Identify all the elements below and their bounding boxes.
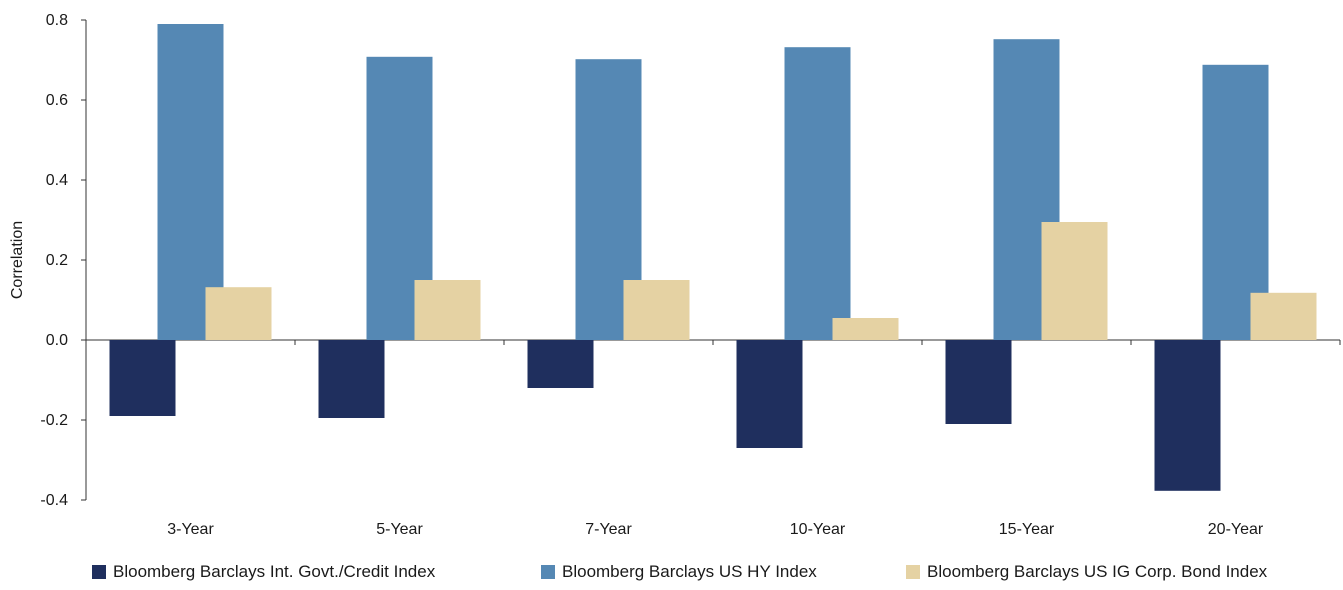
bar: [1250, 292, 1317, 340]
y-tick-label: 0.8: [46, 12, 68, 29]
bar: [527, 340, 594, 388]
bar: [205, 287, 272, 340]
legend-item-us-ig-corp: Bloomberg Barclays US IG Corp. Bond Inde…: [906, 562, 1267, 582]
bar: [623, 280, 690, 340]
y-tick-label: -0.4: [40, 492, 68, 509]
legend-swatch: [92, 565, 106, 579]
y-tick-label: 0.4: [46, 172, 68, 189]
bar: [832, 318, 899, 340]
bar: [945, 340, 1012, 424]
legend-label: Bloomberg Barclays Int. Govt./Credit Ind…: [113, 562, 436, 581]
legend-label: Bloomberg Barclays US IG Corp. Bond Inde…: [927, 562, 1268, 581]
x-tick-label: 7-Year: [585, 521, 632, 538]
legend-item-us-hy: Bloomberg Barclays US HY Index: [541, 562, 817, 582]
y-tick-label: 0.2: [46, 252, 68, 269]
bar: [784, 47, 851, 340]
bar-chart: 0.8 0.6 0.4 0.2 0.0 -0.2 -0.4 3-Year 5-Year 7-Yea…: [9, 12, 1341, 538]
bar: [1041, 222, 1108, 340]
y-axis-title: Correlation: [9, 221, 26, 299]
legend-swatch: [541, 565, 555, 579]
bar: [736, 340, 803, 448]
axes: 0.8 0.6 0.4 0.2 0.0 -0.2 -0.4 3-Year 5-Year 7-Yea…: [40, 12, 1341, 538]
x-tick-label: 10-Year: [790, 521, 846, 538]
y-tick-label: -0.2: [40, 412, 68, 429]
bar: [414, 280, 481, 340]
legend: Bloomberg Barclays Int. Govt./Credit Ind…: [0, 562, 1343, 590]
bars: [109, 24, 1317, 491]
bar: [318, 340, 385, 418]
x-tick-label: 15-Year: [999, 521, 1055, 538]
x-tick-label: 20-Year: [1208, 521, 1264, 538]
x-tick-label: 5-Year: [376, 521, 423, 538]
legend-label: Bloomberg Barclays US HY Index: [562, 562, 817, 581]
x-tick-label: 3-Year: [167, 521, 214, 538]
legend-item-int-govt-credit: Bloomberg Barclays Int. Govt./Credit Ind…: [92, 562, 435, 582]
y-tick-label: 0.0: [46, 332, 68, 349]
bar: [109, 340, 176, 416]
bar: [1154, 340, 1221, 491]
legend-swatch: [906, 565, 920, 579]
y-tick-label: 0.6: [46, 92, 68, 109]
